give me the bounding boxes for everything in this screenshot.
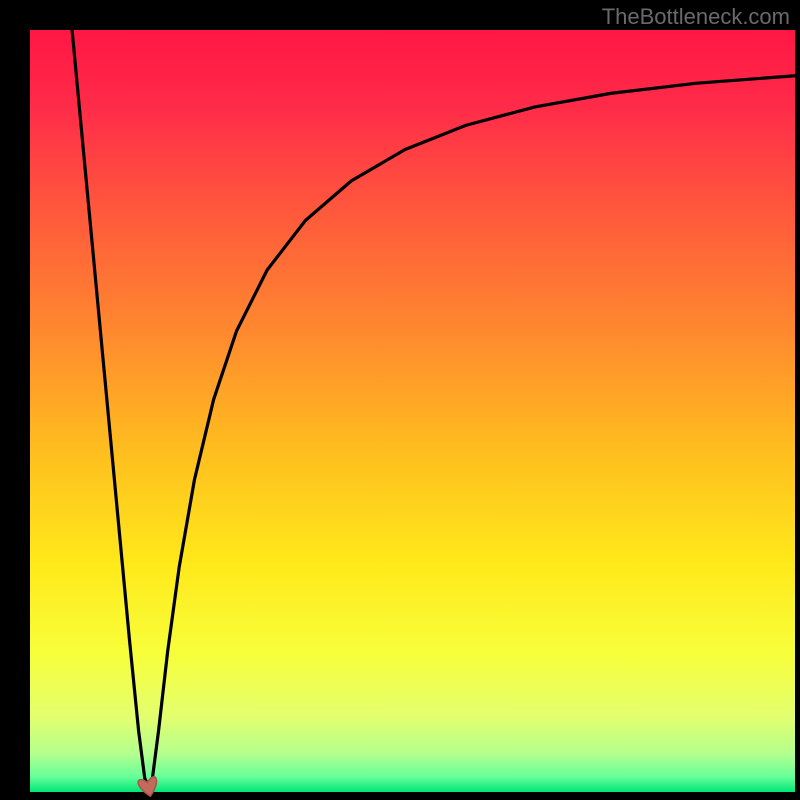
plot-background-gradient <box>30 30 795 792</box>
chart-container: { "attribution": { "text": "TheBottlenec… <box>0 0 800 800</box>
bottleneck-chart <box>0 0 800 800</box>
attribution-text: TheBottleneck.com <box>602 4 790 30</box>
